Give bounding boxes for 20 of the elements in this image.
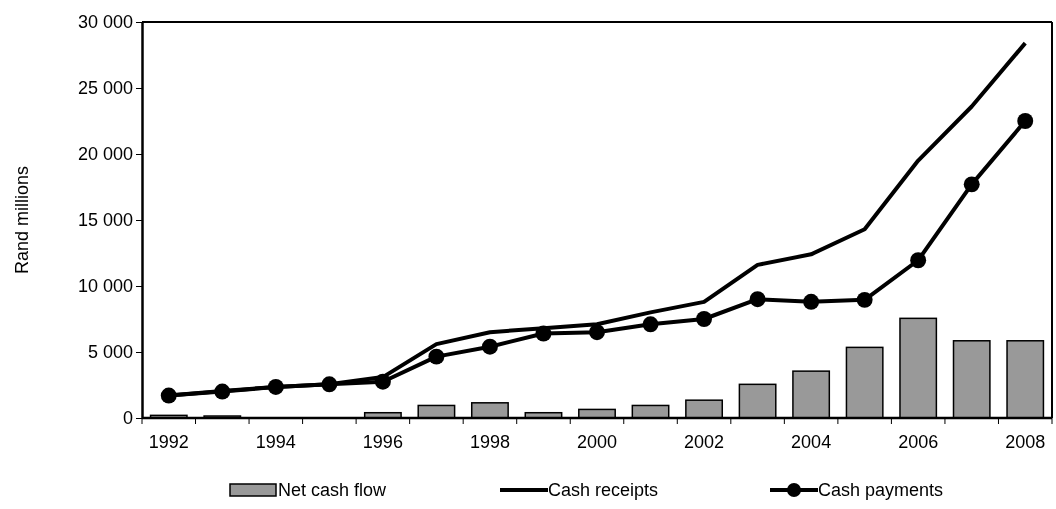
x-tick-label: 1998 (469, 432, 510, 452)
x-tick-label: 1996 (362, 432, 403, 452)
y-tick-label: 20 000 (77, 144, 133, 165)
y-tick-label: 25 000 (77, 78, 133, 99)
y-tick-label: 30 000 (77, 12, 133, 33)
legend-label: Cash payments (818, 480, 944, 500)
x-tick-label: 1994 (255, 432, 296, 452)
x-tick-label: 1992 (148, 432, 189, 452)
y-tick-label: 15 000 (77, 210, 133, 231)
legend-label: Net cash flow (278, 480, 388, 500)
x-tick-label: 2008 (1005, 432, 1046, 452)
x-tick-label: 2004 (791, 432, 832, 452)
legend-label: Cash receipts (548, 480, 659, 500)
y-axis-title: Rand millions (12, 165, 32, 275)
x-tick-label: 2006 (898, 432, 939, 452)
y-tick-label: 5 000 (87, 342, 133, 363)
y-tick-label: 10 000 (77, 276, 133, 297)
x-tick-label: 2002 (684, 432, 725, 452)
y-tick-label: 0 (122, 408, 133, 429)
x-tick-label: 2000 (576, 432, 618, 452)
